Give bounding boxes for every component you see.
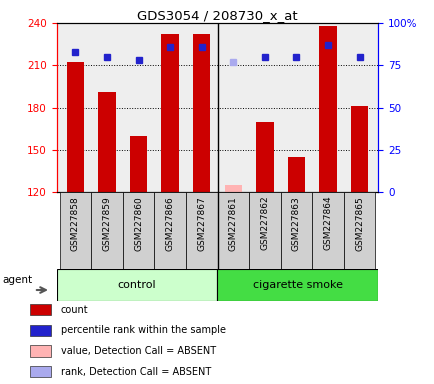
Text: control: control <box>118 280 156 290</box>
Bar <box>312 192 343 269</box>
Bar <box>30 345 51 357</box>
Text: GSM227862: GSM227862 <box>260 196 269 250</box>
Text: value, Detection Call = ABSENT: value, Detection Call = ABSENT <box>61 346 216 356</box>
Bar <box>122 192 154 269</box>
Bar <box>217 192 249 269</box>
Bar <box>224 185 241 192</box>
Bar <box>161 34 178 192</box>
Text: GSM227864: GSM227864 <box>323 196 332 250</box>
Bar <box>59 192 91 269</box>
Bar <box>350 106 367 192</box>
Text: GSM227865: GSM227865 <box>354 196 363 251</box>
Bar <box>249 192 280 269</box>
Bar <box>256 122 273 192</box>
Bar <box>287 157 304 192</box>
Bar <box>67 63 84 192</box>
Bar <box>30 366 51 377</box>
Text: agent: agent <box>3 275 33 285</box>
Bar <box>154 192 185 269</box>
Bar <box>280 192 312 269</box>
Text: rank, Detection Call = ABSENT: rank, Detection Call = ABSENT <box>61 367 210 377</box>
Text: GSM227866: GSM227866 <box>165 196 174 251</box>
Text: GSM227867: GSM227867 <box>197 196 206 251</box>
Text: GSM227860: GSM227860 <box>134 196 143 251</box>
Text: cigarette smoke: cigarette smoke <box>253 280 342 290</box>
Bar <box>193 34 210 192</box>
Text: GSM227858: GSM227858 <box>71 196 80 251</box>
Bar <box>217 269 378 301</box>
Text: GSM227861: GSM227861 <box>228 196 237 251</box>
Bar <box>91 192 122 269</box>
Title: GDS3054 / 208730_x_at: GDS3054 / 208730_x_at <box>137 9 297 22</box>
Text: GSM227859: GSM227859 <box>102 196 111 251</box>
Bar <box>30 324 51 336</box>
Bar <box>319 26 336 192</box>
Bar <box>343 192 375 269</box>
Bar <box>185 192 217 269</box>
Bar <box>130 136 147 192</box>
Text: count: count <box>61 305 89 315</box>
Text: GSM227863: GSM227863 <box>291 196 300 251</box>
Bar <box>30 304 51 316</box>
Bar <box>98 92 115 192</box>
Bar <box>56 269 217 301</box>
Text: percentile rank within the sample: percentile rank within the sample <box>61 325 225 335</box>
